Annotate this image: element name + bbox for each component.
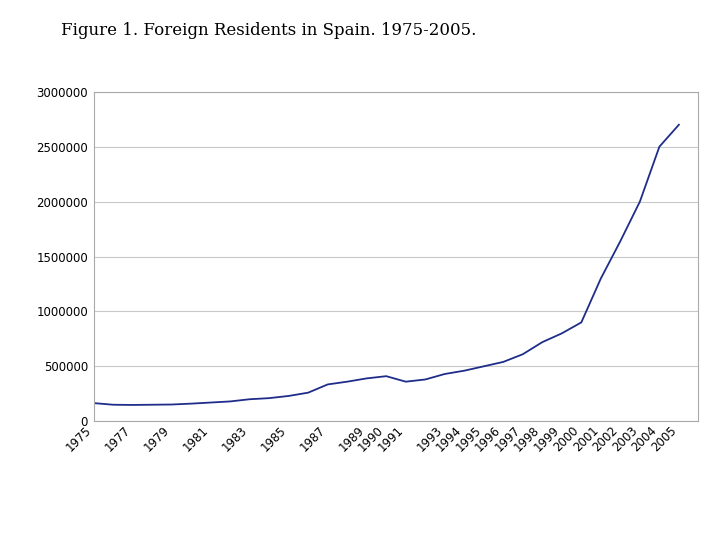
Text: Figure 1. Foreign Residents in Spain. 1975-2005.: Figure 1. Foreign Residents in Spain. 19… — [61, 22, 477, 38]
